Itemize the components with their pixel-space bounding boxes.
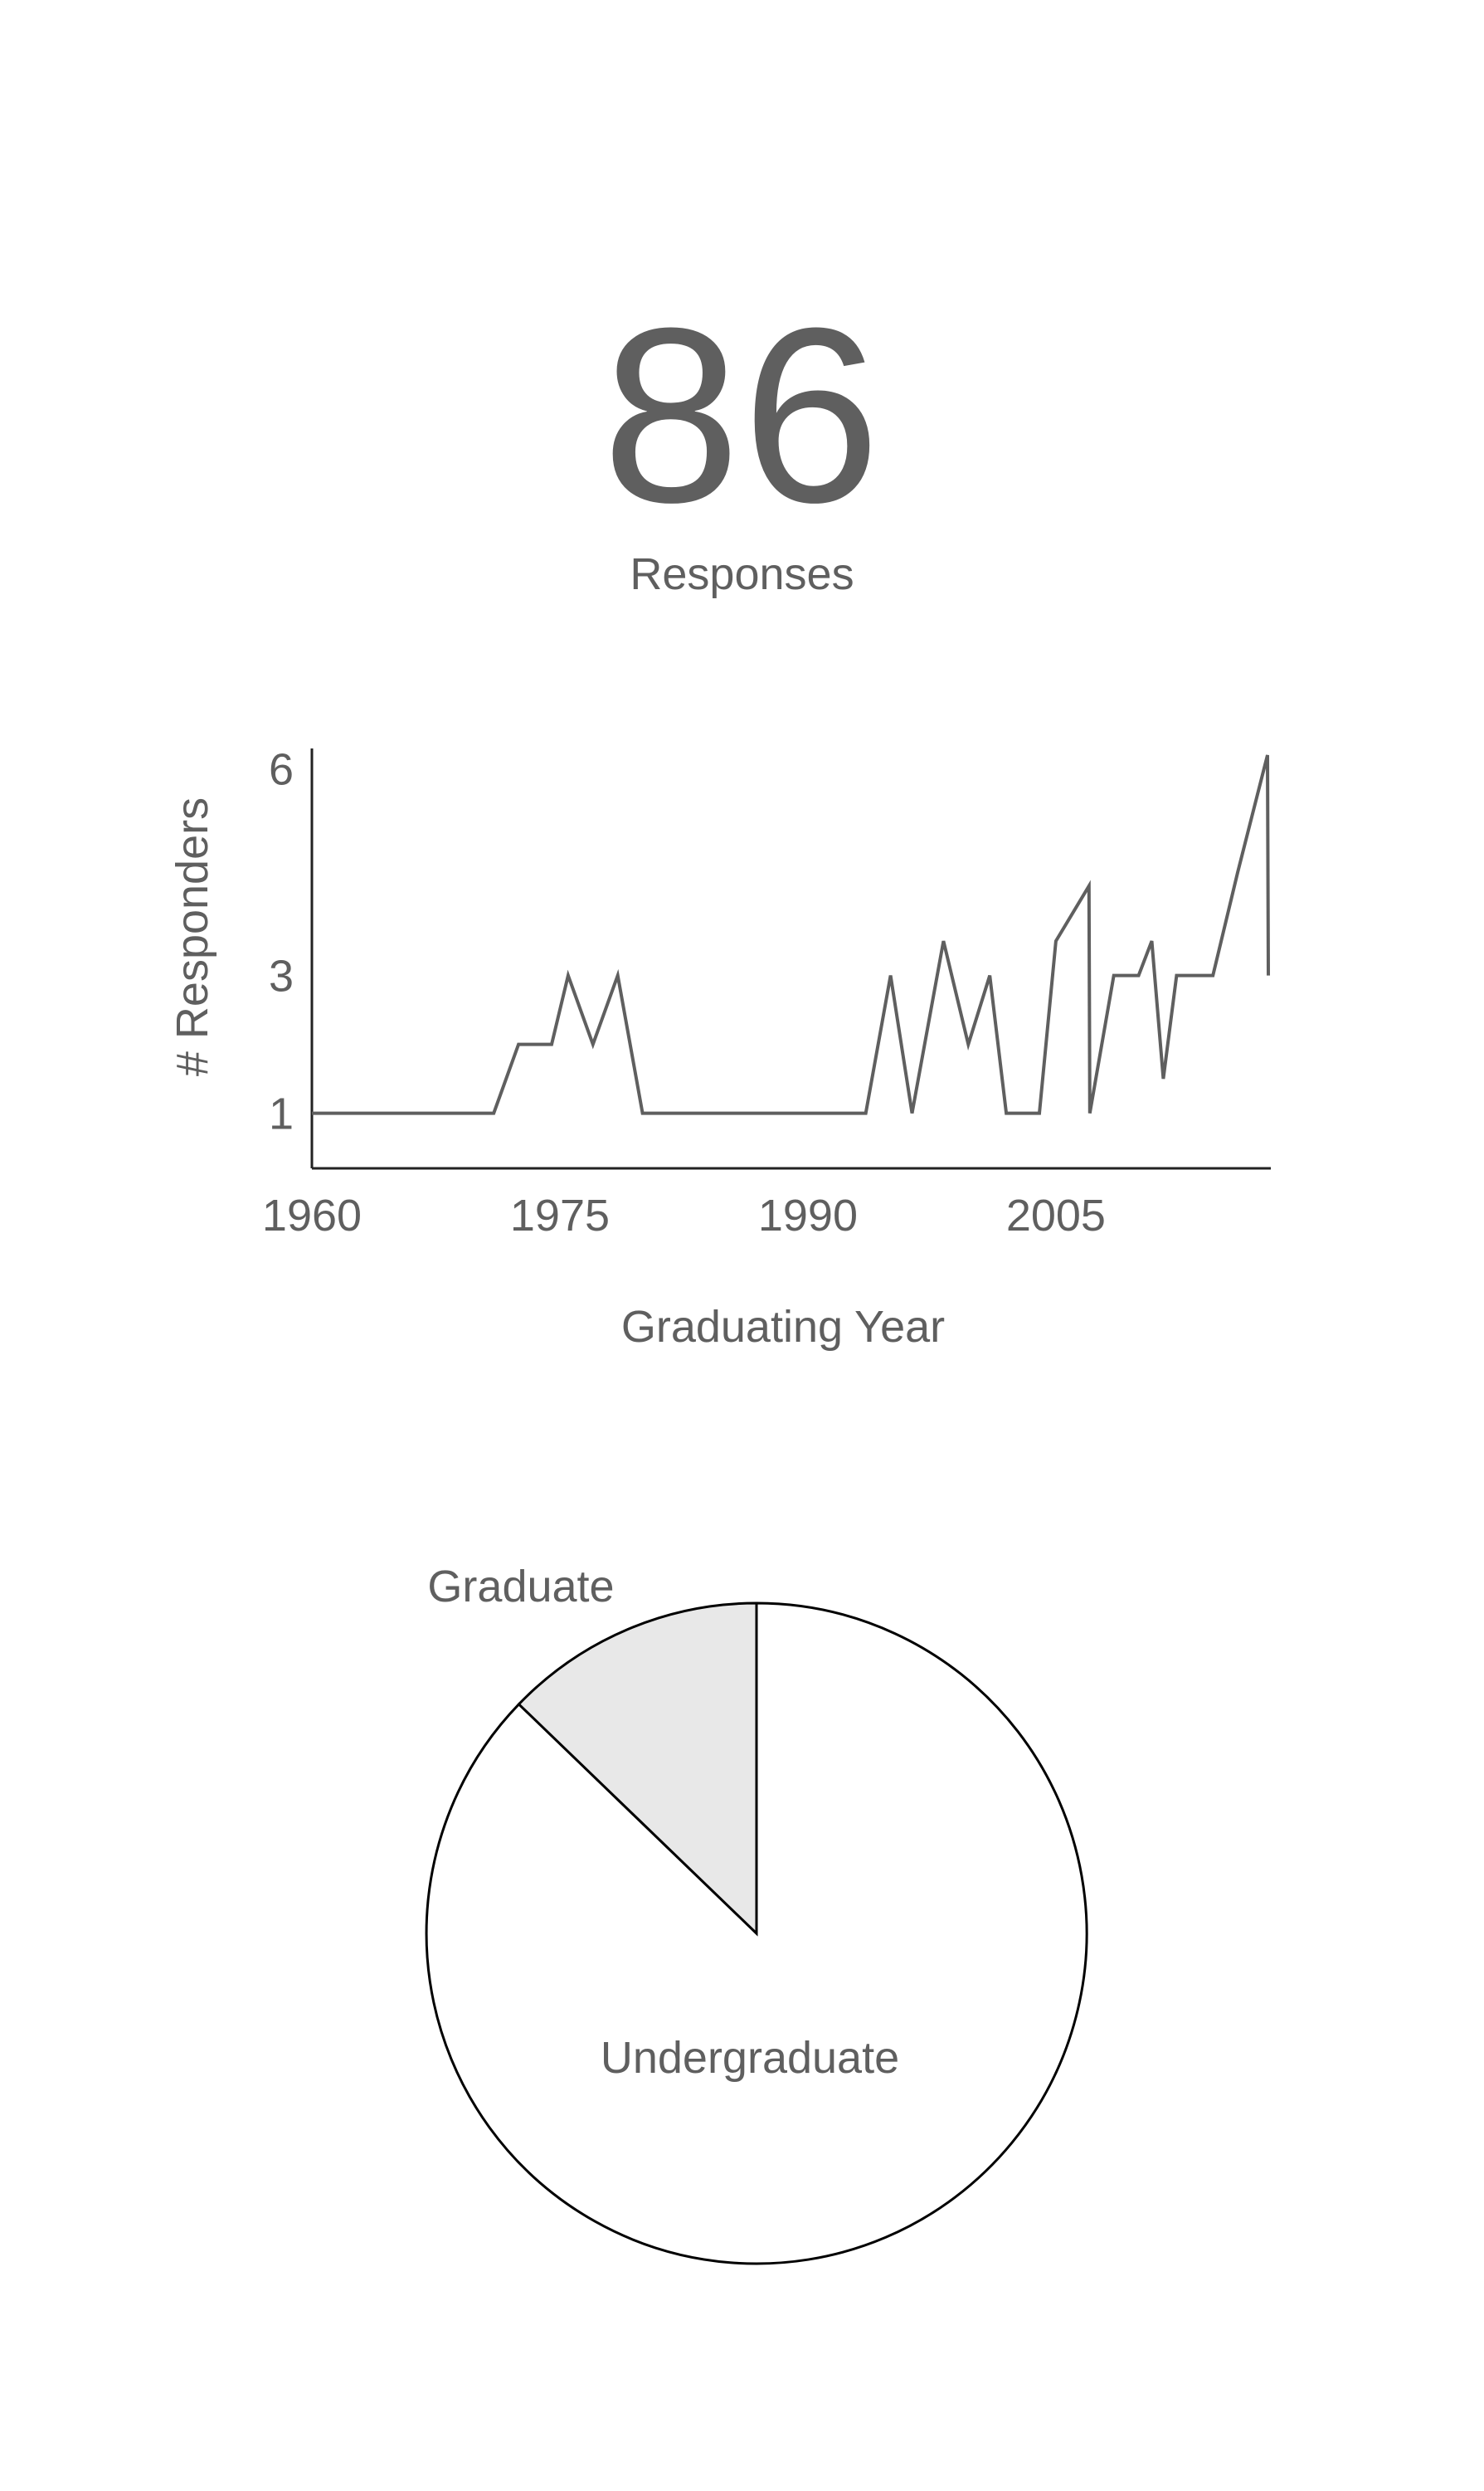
x-tick-label: 1990: [758, 1191, 858, 1241]
response-count: 86: [601, 275, 883, 554]
x-tick-label: 1960: [262, 1191, 362, 1241]
pie-label-graduate: Graduate: [427, 1562, 614, 1611]
pie-label-undergraduate: Undergraduate: [601, 2033, 899, 2083]
line-chart-axes: [310, 748, 1271, 1170]
pie-slices: [425, 1601, 1088, 2265]
response-count-label: Responses: [630, 549, 854, 599]
x-axis-title: Graduating Year: [621, 1302, 945, 1352]
line-chart: 1960 1975 1990 2005 1 3 6 Graduating Year # Re…: [168, 745, 1271, 1352]
pie-slice-graduate: [517, 1601, 758, 1937]
x-tick-label: 2005: [1006, 1191, 1106, 1241]
line-series: [312, 754, 1270, 1115]
y-axis-title: # Responders: [168, 797, 217, 1076]
y-tick-label: 1: [269, 1090, 294, 1139]
y-tick-label: 6: [269, 745, 294, 795]
pie-labels: Graduate Undergraduate: [427, 1562, 899, 2083]
line-chart-ticks: 1960 1975 1990 2005 1 3 6: [262, 745, 1106, 1241]
y-tick-label: 3: [269, 952, 294, 1002]
x-tick-label: 1975: [510, 1191, 610, 1241]
